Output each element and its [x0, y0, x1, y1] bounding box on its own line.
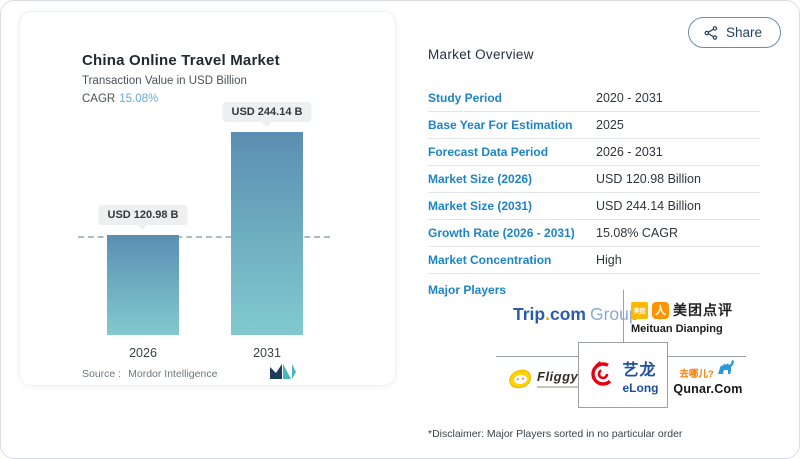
table-row: Forecast Data Period 2026 - 2031 — [428, 139, 760, 166]
row-label: Market Size (2031) — [428, 199, 533, 213]
bar-value-pill: USD 120.98 B — [98, 204, 188, 225]
meituan-en-text: Meituan Dianping — [631, 323, 723, 335]
fliggy-name-text: Fliggy — [537, 369, 579, 384]
source-line: Source : Mordor Intelligence — [82, 368, 217, 380]
reference-dashed-line — [78, 235, 330, 238]
chart-subtitle: Transaction Value in USD Billion — [82, 75, 247, 87]
row-label: Growth Rate (2026 - 2031) — [428, 226, 575, 240]
meituan-cn-text: 美团点评 — [673, 302, 733, 318]
share-button[interactable]: Share — [687, 17, 781, 48]
bar-value-pill: USD 244.14 B — [222, 102, 312, 123]
source-label: Source : — [82, 368, 122, 380]
meituan-dianping-logo: 美团 人 美团点评 Meituan Dianping — [631, 300, 751, 335]
elong-dragon-icon — [588, 358, 618, 393]
table-row: Study Period 2020 - 2031 — [428, 85, 760, 112]
fliggy-logo: Fliggy — [507, 368, 581, 389]
logo-grid-vertical-divider — [623, 290, 624, 342]
trip-dot: . — [545, 304, 550, 324]
table-row: Base Year For Estimation 2025 — [428, 112, 760, 139]
elong-cn-text: 艺龙 — [622, 361, 657, 379]
chart-card: China Online Travel Market Transaction V… — [19, 11, 396, 386]
qunar-logo: 去哪儿? Qunar.Com — [673, 359, 743, 396]
bar — [231, 132, 303, 335]
fliggy-pig-icon — [507, 368, 533, 389]
row-value: 15.08% CAGR — [596, 226, 678, 240]
table-row: Growth Rate (2026 - 2031) 15.08% CAGR — [428, 220, 760, 247]
qunar-en-text: Qunar.Com — [673, 382, 743, 396]
elong-logo-tile: 艺龙 eLong — [578, 342, 668, 408]
row-value: 2025 — [596, 118, 624, 132]
chart-cagr: CAGR 15.08% — [82, 93, 158, 105]
row-value: High — [596, 253, 622, 267]
row-value: USD 120.98 Billion — [596, 172, 701, 186]
market-overview-heading: Market Overview — [428, 47, 534, 62]
bar — [107, 234, 179, 335]
row-label: Forecast Data Period — [428, 145, 549, 159]
source-value: Mordor Intelligence — [128, 368, 218, 380]
major-players-label: Major Players — [428, 283, 507, 297]
row-label: Base Year For Estimation — [428, 118, 573, 132]
x-axis-label: 2031 — [253, 346, 281, 360]
row-label: Study Period — [428, 91, 503, 105]
elong-en-text: eLong — [622, 380, 659, 395]
mordor-intelligence-logo-icon — [270, 363, 297, 385]
cagr-value: 15.08% — [119, 93, 159, 105]
trip-group-text: Group — [589, 304, 639, 324]
fliggy-tagline-bar — [537, 386, 581, 388]
qunar-cn-text: 去哪儿? — [679, 369, 714, 380]
meituan-mascot-icon: 人 — [652, 301, 669, 319]
share-label: Share — [725, 25, 762, 40]
table-row: Market Concentration High — [428, 247, 760, 274]
row-label: Market Size (2026) — [428, 172, 533, 186]
overview-table: Study Period 2020 - 2031 Base Year For E… — [428, 85, 760, 274]
x-axis-label: 2026 — [129, 346, 157, 360]
disclaimer-text: *Disclaimer: Major Players sorted in no … — [428, 428, 683, 440]
table-row: Market Size (2031) USD 244.14 Billion — [428, 193, 760, 220]
meituan-badge-icon: 美团 — [631, 301, 648, 319]
qunar-camel-icon — [717, 359, 737, 380]
table-row: Market Size (2026) USD 120.98 Billion — [428, 166, 760, 193]
row-value: 2020 - 2031 — [596, 91, 663, 105]
row-value: USD 244.14 Billion — [596, 199, 701, 213]
tripcom-group-logo: Trip.comGroup™ — [513, 304, 646, 325]
row-value: 2026 - 2031 — [596, 145, 663, 159]
trip-com-text: com — [549, 304, 586, 324]
chart-title: China Online Travel Market — [82, 52, 280, 69]
cagr-label: CAGR — [82, 93, 116, 105]
share-icon — [704, 25, 718, 40]
row-label: Market Concentration — [428, 253, 552, 267]
trip-logo-text: Trip — [513, 304, 546, 324]
